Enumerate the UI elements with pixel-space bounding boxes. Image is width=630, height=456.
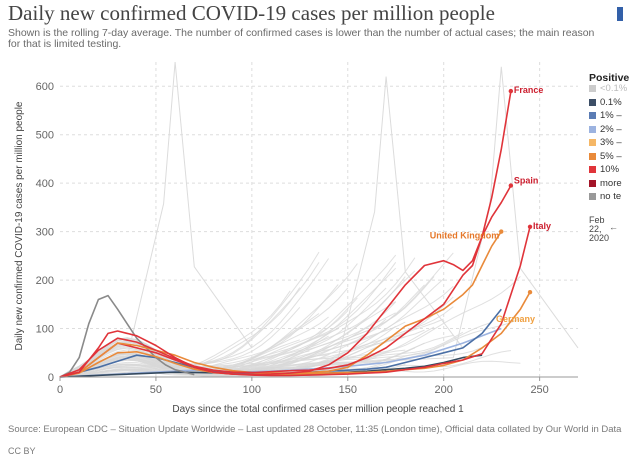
- series-end-marker: [527, 289, 533, 295]
- legend-swatch: [589, 139, 596, 147]
- axes: 0 100 200 300 400 500 600 0 50 100 150 200 250: [36, 81, 578, 396]
- y-tick-label: 300: [36, 227, 54, 239]
- y-tick-label: 600: [36, 81, 54, 93]
- series-label: Spain: [514, 176, 539, 186]
- legend-swatch: [589, 152, 596, 160]
- series-label: Italy: [533, 221, 551, 231]
- logo-badge: [617, 7, 623, 21]
- legend-swatch: [589, 125, 596, 133]
- background-line: [59, 306, 301, 378]
- background-line: [59, 66, 579, 378]
- legend-item[interactable]: no te: [589, 190, 627, 204]
- timeline-date-label: Feb 22, 2020: [589, 215, 610, 243]
- background-line: [59, 76, 464, 378]
- y-tick-label: 0: [48, 372, 54, 384]
- legend-item[interactable]: 10%: [589, 163, 627, 177]
- legend-swatch: [589, 193, 596, 201]
- legend-label: more: [600, 177, 622, 189]
- timeline-arrow-icon[interactable]: ←: [609, 222, 618, 232]
- series-line[interactable]: [59, 90, 512, 378]
- legend-title: Positive: [589, 72, 630, 84]
- background-country-lines: [59, 61, 579, 378]
- y-tick-label: 100: [36, 324, 54, 336]
- legend: <0.1% 0.1% 1% – 2% – 3% – 5% – 10% more …: [589, 82, 627, 204]
- series-end-marker: [508, 88, 514, 94]
- legend-item[interactable]: 1% –: [589, 109, 627, 123]
- series-label: United Kingdom: [430, 231, 500, 241]
- x-tick-label: 50: [150, 384, 162, 396]
- source-note: Source: European CDC – Situation Update …: [8, 424, 622, 435]
- legend-label: 2% –: [600, 123, 622, 135]
- legend-label: 1% –: [600, 110, 622, 122]
- x-axis-label: Days since the total confirmed cases per…: [172, 404, 464, 415]
- x-tick-label: 200: [435, 384, 453, 396]
- x-tick-label: 0: [57, 384, 63, 396]
- x-tick-label: 250: [530, 384, 548, 396]
- background-line: [59, 61, 253, 378]
- license-note: CC BY: [8, 446, 36, 456]
- series-label: France: [514, 85, 544, 95]
- legend-swatch: [589, 166, 596, 174]
- legend-label: 3% –: [600, 137, 622, 149]
- y-tick-label: 500: [36, 130, 54, 142]
- series-end-marker: [499, 229, 504, 234]
- legend-label: 5% –: [600, 150, 622, 162]
- grid-lines: [60, 62, 578, 377]
- x-tick-label: 150: [339, 384, 357, 396]
- legend-item[interactable]: 0.1%: [589, 96, 627, 110]
- legend-item[interactable]: 2% –: [589, 123, 627, 137]
- y-axis-label: Daily new confirmed COVID-19 cases per m…: [14, 101, 25, 350]
- legend-label: no te: [600, 191, 622, 203]
- legend-label: <0.1%: [600, 83, 628, 95]
- legend-swatch: [589, 85, 596, 93]
- legend-swatch: [589, 179, 596, 187]
- legend-label: 0.1%: [600, 96, 622, 108]
- series-line[interactable]: [59, 294, 195, 378]
- series-labels: France Spain United Kingdom Italy Germany: [430, 85, 551, 324]
- series-line[interactable]: [59, 327, 502, 378]
- series-label: Germany: [496, 314, 535, 324]
- legend-item[interactable]: 5% –: [589, 150, 627, 164]
- series-end-marker: [527, 224, 533, 229]
- legend-swatch: [589, 112, 596, 120]
- legend-label: 10%: [600, 164, 620, 176]
- series-line[interactable]: [59, 185, 512, 378]
- chart-title: Daily new confirmed COVID-19 cases per m…: [8, 1, 495, 25]
- highlighted-series-lines: [59, 90, 531, 378]
- y-tick-label: 200: [36, 275, 54, 287]
- background-line: [59, 254, 397, 378]
- x-tick-label: 100: [243, 384, 261, 396]
- series-end-marker: [508, 183, 514, 188]
- legend-item[interactable]: <0.1%: [589, 82, 627, 96]
- legend-item[interactable]: 3% –: [589, 136, 627, 150]
- chart-subtitle: Shown is the rolling 7-day average. The …: [8, 27, 595, 50]
- series-line[interactable]: [59, 226, 531, 378]
- y-tick-label: 400: [36, 178, 54, 190]
- legend-item[interactable]: more: [589, 177, 627, 191]
- legend-swatch: [589, 98, 596, 106]
